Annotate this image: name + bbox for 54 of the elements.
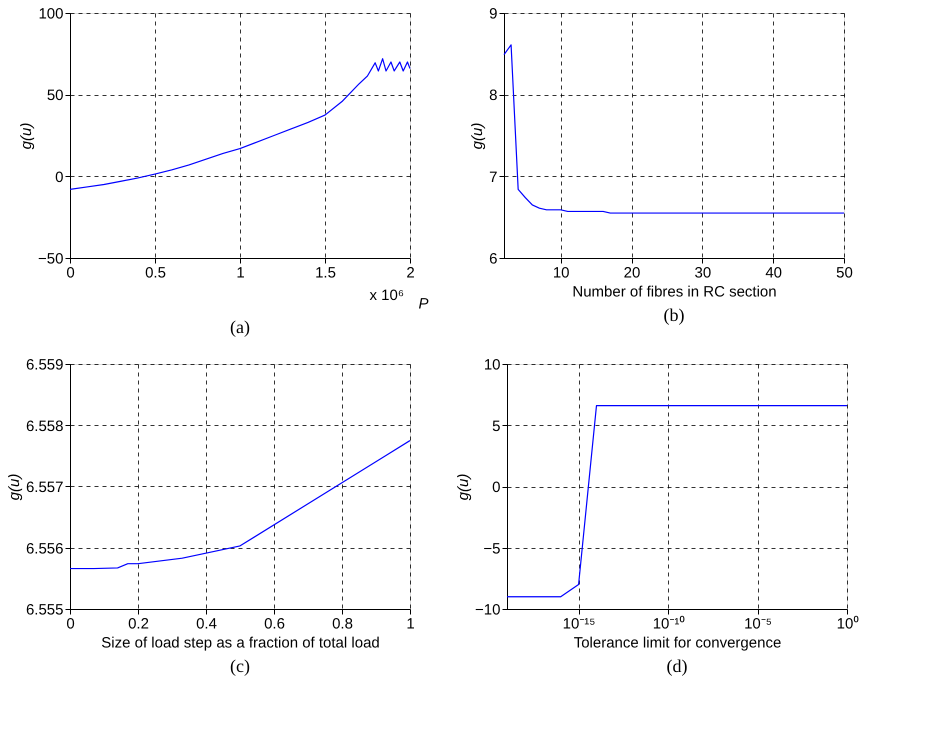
x-tick-label: 2 bbox=[406, 264, 415, 282]
x-tick-label: 10⁻⁵ bbox=[744, 616, 772, 632]
y-tick-label: 6 bbox=[489, 250, 498, 268]
x-axis-title: P bbox=[418, 296, 428, 312]
x-tick-label: 0.4 bbox=[196, 616, 217, 632]
x-tick-label: 1.5 bbox=[315, 264, 336, 282]
line-series bbox=[69, 58, 411, 190]
x-tick-label: 0 bbox=[66, 616, 75, 632]
y-axis-title: g(u) bbox=[18, 122, 36, 150]
y-axis-title: g(u) bbox=[469, 122, 486, 150]
y-tick-label: −5 bbox=[483, 540, 500, 558]
y-tick-label: 50 bbox=[46, 87, 64, 104]
x-tick-label: 10⁻¹⁰ bbox=[652, 616, 684, 632]
text: (b) bbox=[664, 305, 684, 325]
x-axis-title: Size of load step as a fraction of total load bbox=[101, 634, 380, 652]
y-tick-label: 6.555 bbox=[26, 602, 64, 618]
y-tick-label: 6.558 bbox=[26, 418, 64, 435]
line-series bbox=[69, 440, 411, 570]
x-tick-label: 30 bbox=[694, 264, 712, 282]
text: (d) bbox=[666, 656, 688, 676]
y-tick-label: −10 bbox=[475, 602, 500, 618]
text: (c) bbox=[230, 656, 250, 676]
x-tick-label: 0.5 bbox=[145, 264, 166, 282]
y-tick-label: 6.556 bbox=[26, 540, 64, 558]
x-axis-title: Number of fibres in RC section bbox=[572, 284, 777, 300]
x-tick-label: 0.6 bbox=[264, 616, 285, 632]
y-tick-label: 6.557 bbox=[26, 479, 64, 496]
y-tick-label: 5 bbox=[492, 418, 500, 435]
y-axis-title: g(u) bbox=[455, 474, 472, 500]
x-tick-label: 10⁻¹⁵ bbox=[562, 616, 596, 632]
x-tick-label: 1 bbox=[236, 264, 245, 282]
y-tick-label: 8 bbox=[489, 87, 498, 104]
text: x 10⁶ bbox=[369, 287, 404, 304]
y-tick-label: 7 bbox=[489, 168, 498, 186]
x-tick-label: 40 bbox=[765, 264, 782, 282]
x-tick-label: 0.2 bbox=[128, 616, 149, 632]
text: (a) bbox=[230, 317, 250, 337]
y-tick-label: 6.559 bbox=[26, 356, 64, 374]
y-tick-label: 10 bbox=[484, 356, 500, 374]
x-axis-title: Tolerance limit for convergence bbox=[574, 634, 782, 652]
y-axis-title: g(u) bbox=[6, 474, 23, 500]
x-tick-label: 10⁰ bbox=[836, 616, 858, 632]
x-tick-label: 1 bbox=[406, 616, 415, 632]
y-tick-label: 0 bbox=[492, 479, 500, 496]
y-tick-label: 100 bbox=[38, 6, 64, 22]
x-tick-label: 0 bbox=[66, 264, 75, 282]
x-tick-label: 10 bbox=[552, 264, 570, 282]
y-tick-label: −50 bbox=[38, 250, 64, 268]
y-tick-label: 9 bbox=[489, 6, 498, 22]
x-tick-label: 20 bbox=[624, 264, 640, 282]
x-tick-label: 50 bbox=[836, 264, 853, 282]
x-tick-label: 0.8 bbox=[332, 616, 353, 632]
y-tick-label: 0 bbox=[55, 168, 64, 186]
line-series bbox=[503, 44, 845, 214]
